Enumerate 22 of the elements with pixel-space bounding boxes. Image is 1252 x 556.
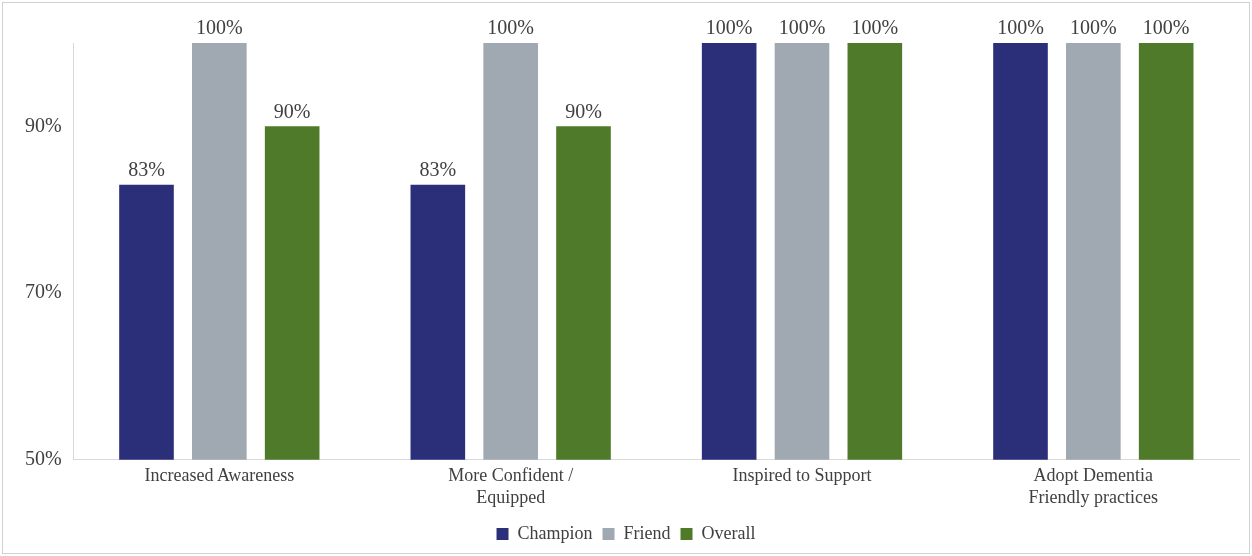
y-tick-label: 70% [24,280,62,303]
data-label: 100% [851,16,899,39]
legend-label: Overall [701,522,756,543]
x-tick-label: Increased Awareness [144,465,295,486]
data-label: 90% [565,99,602,122]
y-tick-label: 50% [24,447,62,470]
x-tick-label: Inspired to Support [732,465,872,486]
data-label: 83% [128,157,165,180]
data-label: 90% [273,99,311,122]
y-tick-label: 90% [24,113,62,136]
legend-label: Friend [623,522,671,543]
legend-label: Champion [517,522,593,543]
data-label: 100% [705,16,753,39]
data-label: 100% [778,16,826,39]
data-label: 100% [1142,16,1190,39]
data-label: 100% [195,16,243,39]
data-label: 100% [997,16,1044,39]
x-tick-label: Adopt Dementia Friendly practices [1028,465,1159,507]
data-label: 100% [1070,16,1117,39]
data-label: 83% [419,157,457,180]
data-label: 100% [487,16,534,39]
x-tick-label: More Confident / Equipped [448,465,574,507]
